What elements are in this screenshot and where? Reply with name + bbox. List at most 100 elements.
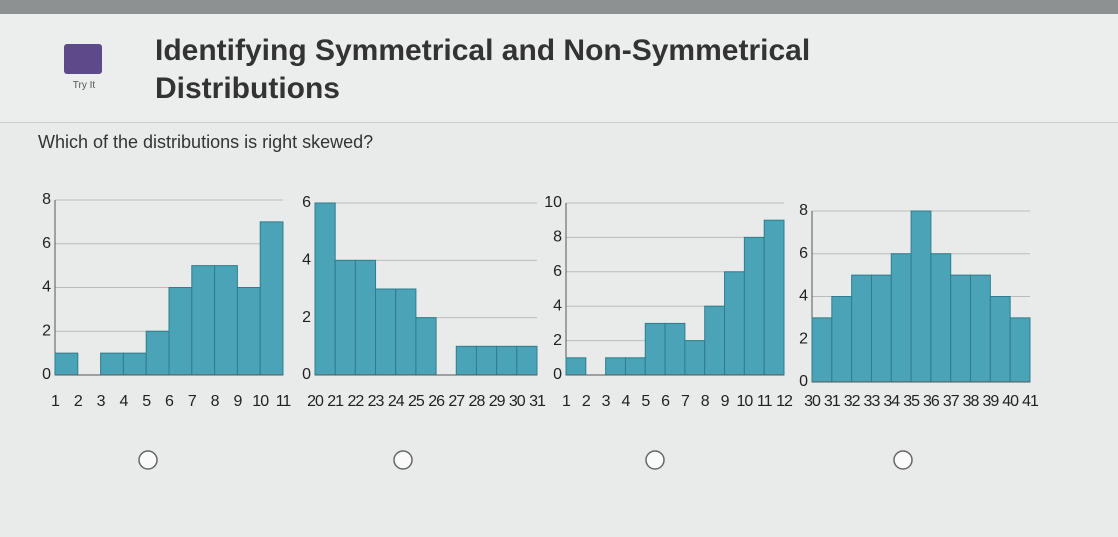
bar — [516, 345, 538, 376]
bar — [122, 352, 147, 376]
radio-option[interactable] — [645, 450, 665, 470]
x-tick-label: 30 — [804, 393, 821, 410]
x-tick-label: 9 — [721, 393, 730, 410]
bar — [605, 357, 626, 376]
bar — [375, 288, 397, 376]
y-tick-label: 2 — [799, 330, 808, 347]
radio-option[interactable] — [138, 450, 158, 470]
radio-option[interactable] — [893, 450, 913, 470]
bar — [259, 221, 284, 376]
x-tick-label: 10 — [736, 393, 753, 410]
bar — [455, 345, 477, 376]
bar — [565, 357, 587, 376]
x-tick-label: 41 — [1022, 393, 1039, 410]
x-tick-label: 31 — [529, 393, 546, 410]
bar — [100, 352, 124, 376]
radio-option[interactable] — [393, 450, 413, 470]
x-tick-label: 3 — [602, 393, 611, 410]
x-tick-label: 8 — [701, 393, 710, 410]
x-tick-label: 37 — [943, 393, 960, 410]
x-tick-label: 5 — [641, 393, 650, 410]
bar — [704, 305, 726, 376]
x-tick-label: 8 — [211, 393, 220, 410]
y-tick-label: 4 — [42, 279, 51, 296]
x-tick-label: 10 — [252, 393, 269, 410]
bar — [910, 210, 932, 383]
bar — [624, 357, 646, 376]
bar — [1009, 317, 1031, 383]
bar — [684, 340, 706, 376]
y-tick-label: 0 — [42, 366, 51, 383]
x-tick-label: 23 — [368, 393, 385, 410]
y-tick-label: 2 — [302, 309, 311, 326]
bar — [644, 322, 666, 376]
x-tick-label: 6 — [165, 393, 174, 410]
x-tick-label: 32 — [844, 393, 861, 410]
x-tick-label: 1 — [562, 393, 571, 410]
question: Which of the distributions is right skew… — [38, 132, 374, 152]
bar — [870, 274, 892, 383]
bar — [950, 274, 972, 383]
bar — [724, 271, 745, 376]
x-tick-label: 31 — [824, 393, 841, 410]
title: Identifying Symmetrical and Non-Symmetri… — [155, 34, 811, 105]
x-tick-label: 34 — [883, 393, 900, 410]
bar — [191, 265, 216, 376]
y-tick-label: 6 — [302, 194, 311, 211]
x-tick-label: 40 — [1002, 393, 1019, 410]
x-tick-label: 1 — [51, 393, 60, 410]
x-tick-label: 11 — [757, 393, 773, 410]
bar — [989, 296, 1011, 383]
x-tick-label: 29 — [489, 393, 506, 410]
x-tick-label: 7 — [681, 393, 690, 410]
icon — [64, 44, 102, 74]
bar — [314, 202, 336, 376]
y-tick-label: 2 — [42, 322, 51, 339]
bar — [236, 287, 261, 376]
y-tick-label: 10 — [544, 194, 562, 211]
x-tick-label: 27 — [448, 393, 465, 410]
x-tick-label: 20 — [307, 393, 324, 410]
x-tick-label: 21 — [327, 393, 344, 410]
x-tick-label: 3 — [97, 393, 106, 410]
y-tick-label: 2 — [553, 332, 562, 349]
bar — [475, 345, 498, 376]
bar — [395, 288, 417, 376]
y-tick-label: 4 — [553, 297, 562, 314]
y-tick-label: 0 — [553, 366, 562, 383]
x-tick-label: 26 — [428, 393, 445, 410]
x-tick-label: 33 — [864, 393, 881, 410]
x-tick-label: 4 — [622, 393, 631, 410]
y-tick-label: 4 — [302, 252, 311, 269]
bar — [354, 259, 377, 376]
bar — [851, 274, 872, 383]
x-tick-label: 22 — [347, 393, 364, 410]
y-tick-label: 8 — [42, 191, 51, 208]
x-tick-label: 36 — [923, 393, 940, 410]
y-tick-label: 4 — [799, 288, 808, 305]
x-tick-label: 28 — [469, 393, 486, 410]
x-tick-label: 12 — [776, 393, 793, 410]
bar — [496, 345, 518, 376]
x-tick-label: 9 — [233, 393, 242, 410]
x-tick-label: 4 — [119, 393, 128, 410]
bar — [214, 265, 238, 376]
x-tick-label: 2 — [74, 393, 83, 410]
top-bar — [0, 0, 1118, 14]
bar — [168, 287, 193, 376]
bar — [831, 296, 853, 383]
y-tick-label: 0 — [799, 373, 808, 390]
bar — [890, 253, 912, 383]
y-tick-label: 6 — [553, 263, 562, 280]
x-tick-label: 25 — [408, 393, 425, 410]
bar — [54, 352, 79, 376]
bar — [763, 219, 785, 376]
bar — [415, 317, 437, 376]
x-tick-label: 30 — [509, 393, 526, 410]
header: Try It Identifying Symmetrical and Non-S… — [0, 14, 1118, 123]
bar — [743, 236, 765, 376]
x-tick-label: 11 — [276, 393, 292, 410]
y-tick-label: 6 — [42, 235, 51, 252]
bar — [811, 317, 833, 383]
